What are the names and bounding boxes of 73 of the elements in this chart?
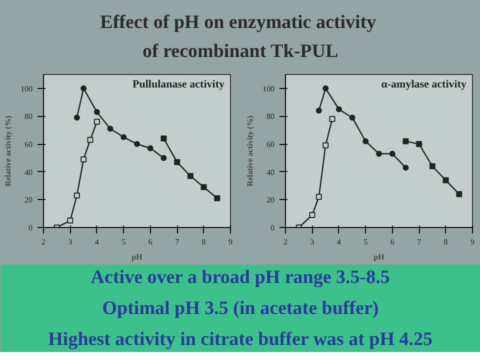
x-tick-label: 7 bbox=[175, 238, 180, 246]
x-axis-title: pH bbox=[374, 252, 386, 262]
x-tick-label: 2 bbox=[42, 238, 46, 246]
point bbox=[322, 142, 329, 148]
y-tick-label: 0 bbox=[270, 224, 274, 232]
point bbox=[214, 195, 220, 202]
y-tick-label: 40 bbox=[24, 168, 32, 177]
point bbox=[74, 192, 80, 199]
point bbox=[402, 164, 409, 171]
point bbox=[336, 106, 342, 112]
y-tick-label: 80 bbox=[266, 112, 274, 122]
x-tick-label: 3 bbox=[68, 238, 72, 246]
point bbox=[74, 114, 80, 121]
point bbox=[402, 138, 409, 144]
point bbox=[67, 218, 74, 224]
point bbox=[174, 159, 180, 166]
chart-title: Pullulanase activity bbox=[132, 78, 225, 90]
point bbox=[329, 116, 336, 122]
text: Active over a broad pH range 3.5-8.5 bbox=[90, 267, 390, 288]
point bbox=[200, 184, 207, 190]
point bbox=[160, 154, 167, 161]
y-tick-label: 100 bbox=[262, 84, 274, 94]
x-tick-label: 2 bbox=[284, 238, 288, 246]
x-tick-label: 8 bbox=[202, 238, 206, 246]
point bbox=[316, 108, 322, 114]
x-tick-label: 9 bbox=[228, 238, 232, 246]
point bbox=[160, 135, 167, 142]
x-tick-label: 3 bbox=[310, 238, 314, 246]
point bbox=[134, 141, 140, 148]
point bbox=[94, 109, 100, 116]
text: Highest activity in citrate buffer was at pH 4.25 bbox=[48, 328, 433, 350]
point bbox=[349, 114, 356, 121]
point bbox=[429, 163, 436, 170]
y-axis-title: Relative activity (%) bbox=[246, 115, 254, 186]
x-axis-title: pH bbox=[132, 252, 144, 262]
y-tick-label: 20 bbox=[24, 196, 32, 205]
point bbox=[147, 145, 154, 152]
point bbox=[309, 212, 316, 218]
y-tick-label: 100 bbox=[20, 84, 32, 94]
y-tick-label: 60 bbox=[266, 140, 274, 150]
chart-title: α-amylase activity bbox=[381, 78, 467, 90]
point bbox=[416, 141, 422, 148]
point bbox=[94, 118, 100, 125]
y-tick-label: 80 bbox=[24, 112, 32, 122]
x-tick-label: 8 bbox=[444, 238, 448, 246]
x-tick-label: 7 bbox=[417, 238, 422, 246]
y-tick-label: 60 bbox=[24, 140, 32, 150]
point bbox=[376, 150, 382, 157]
y-tick-label: 20 bbox=[266, 196, 274, 205]
point bbox=[87, 136, 94, 143]
y-tick-label: 40 bbox=[266, 168, 274, 177]
y-tick-label: 0 bbox=[28, 224, 32, 232]
point bbox=[322, 85, 329, 92]
point bbox=[389, 150, 396, 157]
point bbox=[362, 138, 369, 144]
point bbox=[120, 134, 127, 140]
text: Effect of pH on enzymatic activity of recombinant Tk-PUL bbox=[100, 12, 377, 62]
point bbox=[456, 191, 462, 198]
point bbox=[187, 173, 194, 180]
point bbox=[80, 156, 87, 162]
x-tick-label: 4 bbox=[336, 238, 341, 246]
x-tick-label: 4 bbox=[94, 238, 99, 246]
point bbox=[442, 177, 449, 184]
x-tick-label: 5 bbox=[122, 238, 126, 246]
point bbox=[80, 85, 87, 92]
text: Optimal pH 3.5 (in acetate buffer) bbox=[102, 298, 379, 319]
x-tick-label: 6 bbox=[148, 238, 152, 246]
point bbox=[107, 126, 114, 132]
x-tick-label: 5 bbox=[364, 238, 368, 246]
point bbox=[316, 194, 322, 200]
x-tick-label: 6 bbox=[390, 238, 394, 246]
y-axis-title: Relative activity (%) bbox=[4, 115, 12, 186]
x-tick-label: 9 bbox=[470, 238, 474, 246]
